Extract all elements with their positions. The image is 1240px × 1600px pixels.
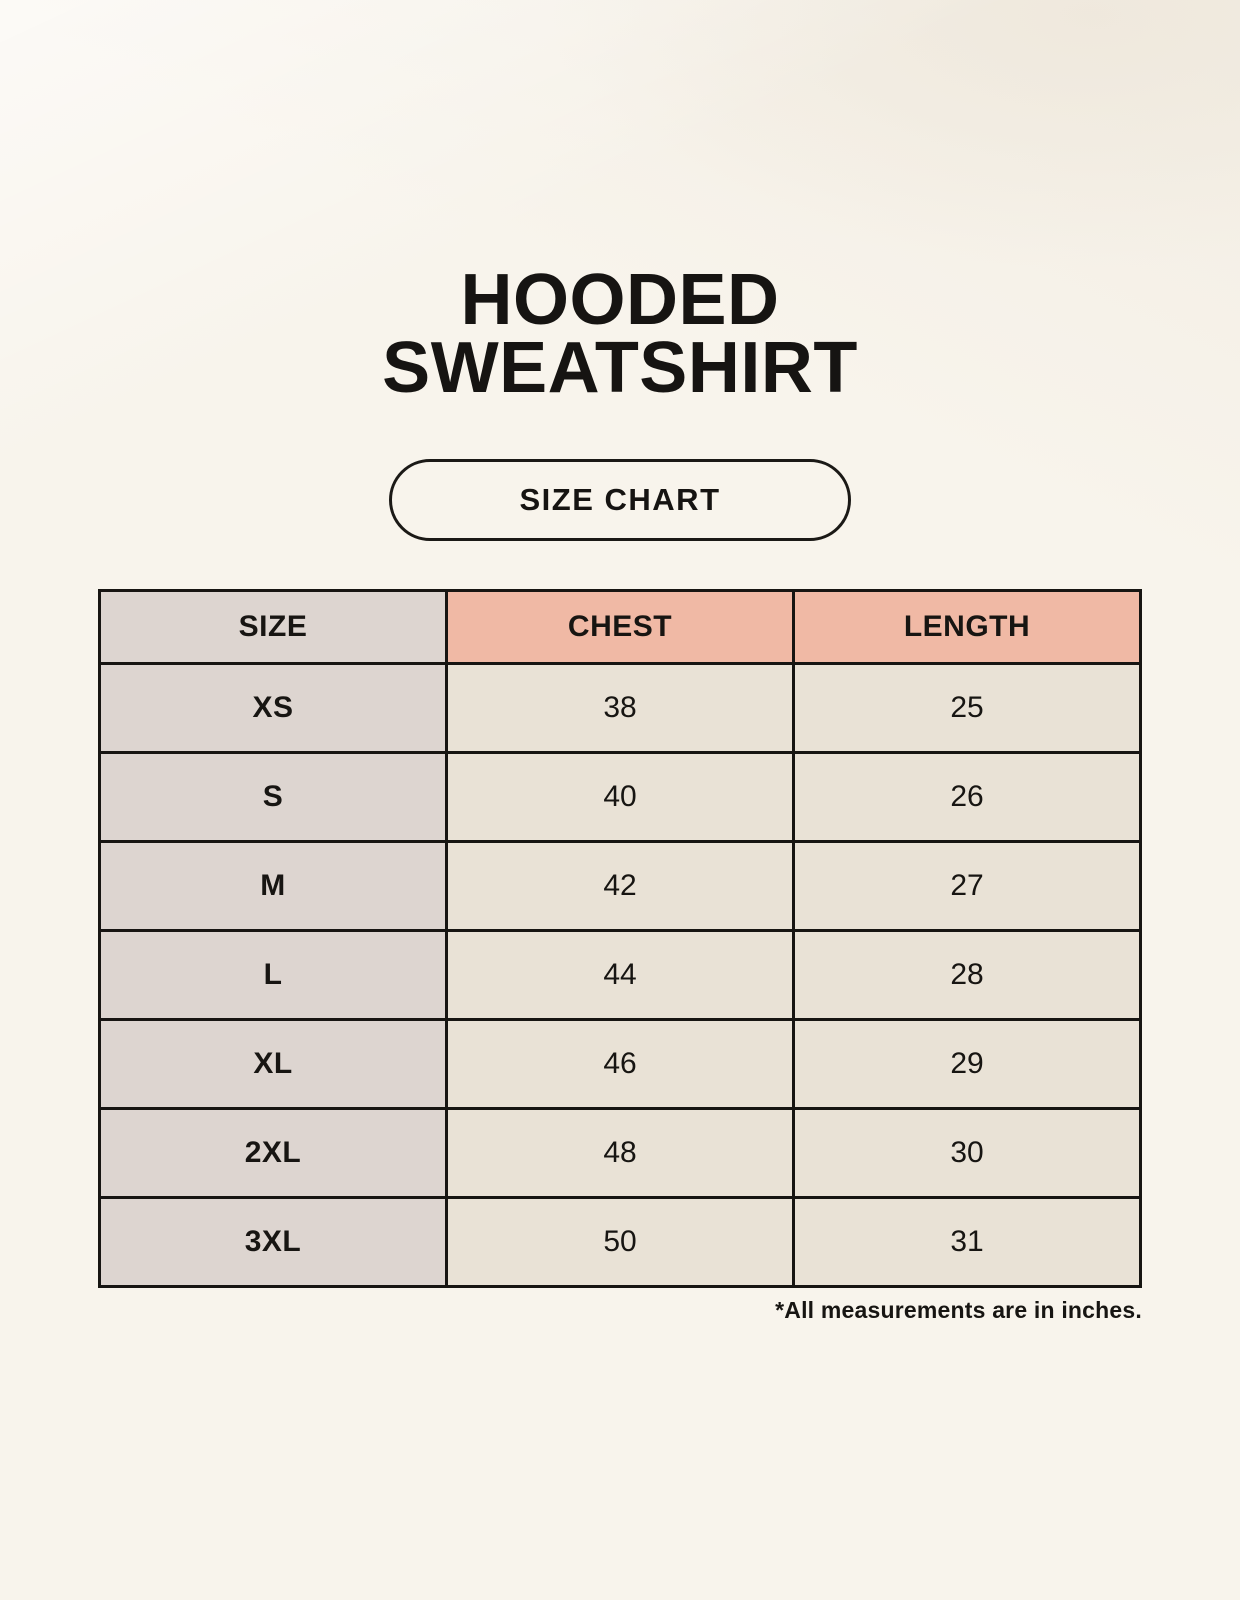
length-cell: 29	[792, 1017, 1142, 1110]
page-title-line1: HOODED	[460, 260, 780, 340]
length-cell: 31	[792, 1195, 1142, 1288]
length-cell: 26	[792, 750, 1142, 843]
chest-cell: 50	[445, 1195, 795, 1288]
length-cell: 28	[792, 928, 1142, 1021]
size-cell: L	[98, 928, 448, 1021]
size-table: SIZE CHEST LENGTH XS 38 25 S 40 26 M 42 …	[98, 588, 1142, 1288]
length-cell: 25	[792, 661, 1142, 754]
chest-cell: 44	[445, 928, 795, 1021]
header-cell-chest: CHEST	[445, 588, 795, 665]
size-cell: XL	[98, 1017, 448, 1110]
table-row-xs: XS 38 25	[98, 661, 1142, 754]
chest-cell: 42	[445, 839, 795, 932]
table-row-2xl: 2XL 48 30	[98, 1106, 1142, 1199]
chest-cell: 40	[445, 750, 795, 843]
table-header-row: SIZE CHEST LENGTH	[98, 588, 1142, 665]
table-row-xl: XL 46 29	[98, 1017, 1142, 1110]
length-cell: 27	[792, 839, 1142, 932]
chest-cell: 38	[445, 661, 795, 754]
size-table-body: XS 38 25 S 40 26 M 42 27 L 44 28 XL 46	[98, 661, 1142, 1288]
size-cell: S	[98, 750, 448, 843]
size-chart-button[interactable]: SIZE CHART	[389, 458, 851, 541]
table-row-3xl: 3XL 50 31	[98, 1195, 1142, 1288]
page-title: HOODED SWEATSHIRT	[382, 264, 858, 404]
table-row-s: S 40 26	[98, 750, 1142, 843]
table-row-m: M 42 27	[98, 839, 1142, 932]
measurements-footnote: *All measurements are in inches.	[775, 1296, 1142, 1323]
size-table-header: SIZE CHEST LENGTH	[98, 588, 1142, 665]
size-cell: 3XL	[98, 1195, 448, 1288]
page-title-line2: SWEATSHIRT	[382, 328, 858, 409]
chest-cell: 46	[445, 1017, 795, 1110]
size-cell: M	[98, 839, 448, 932]
size-cell: 2XL	[98, 1106, 448, 1199]
header-cell-size: SIZE	[98, 588, 448, 665]
length-cell: 30	[792, 1106, 1142, 1199]
header-cell-length: LENGTH	[792, 588, 1142, 665]
table-row-l: L 44 28	[98, 928, 1142, 1021]
chest-cell: 48	[445, 1106, 795, 1199]
size-cell: XS	[98, 661, 448, 754]
